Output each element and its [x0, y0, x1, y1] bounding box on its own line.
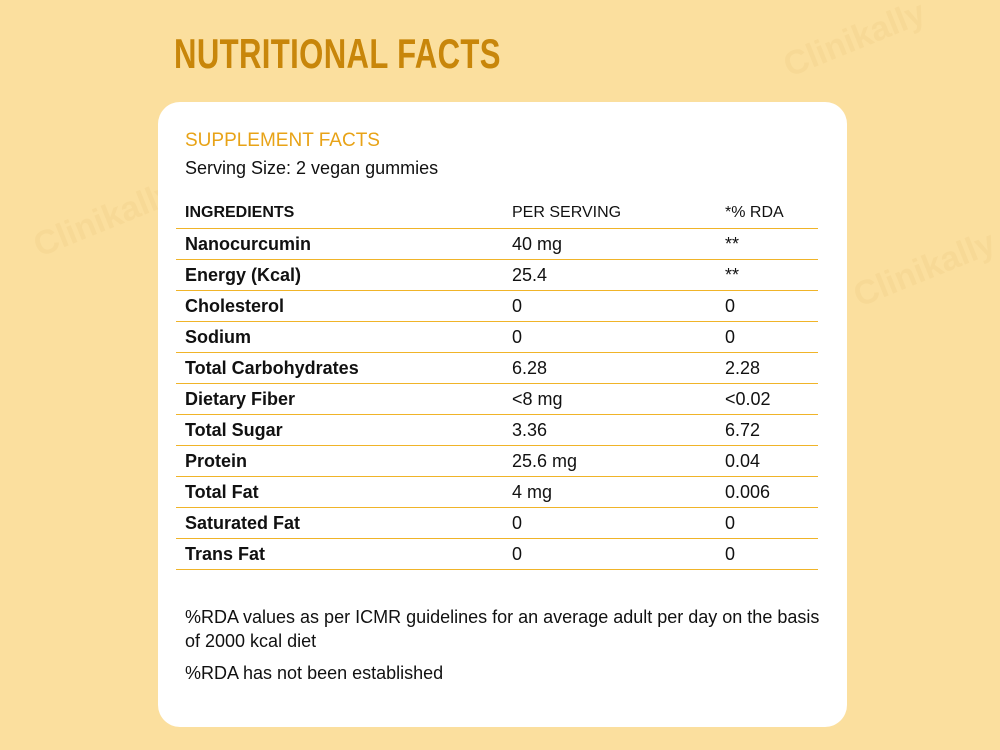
table-row: Sodium 0 0: [176, 321, 818, 353]
header-ingredients: INGREDIENTS: [176, 198, 503, 229]
table-row: Trans Fat 0 0: [176, 538, 818, 570]
table-row: Energy (Kcal) 25.4 **: [176, 259, 818, 291]
per-serving-value: <8 mg: [503, 383, 716, 415]
per-serving-value: 0: [503, 507, 716, 539]
card-heading: SUPPLEMENT FACTS: [185, 130, 380, 151]
ingredient-name: Sodium: [176, 321, 503, 353]
per-serving-value: 40 mg: [503, 228, 716, 260]
ingredient-name: Saturated Fat: [176, 507, 503, 539]
table-row: Total Fat 4 mg 0.006: [176, 476, 818, 508]
table-header-row: INGREDIENTS PER SERVING *% RDA: [176, 198, 818, 229]
per-serving-value: 0: [503, 290, 716, 322]
table-row: Cholesterol 0 0: [176, 290, 818, 322]
watermark: Clinikally: [848, 223, 1000, 315]
rda-value: 0: [716, 321, 818, 353]
table-row: Total Carbohydrates 6.28 2.28: [176, 352, 818, 384]
table-row: Saturated Fat 0 0: [176, 507, 818, 539]
ingredient-name: Protein: [176, 445, 503, 477]
per-serving-value: 4 mg: [503, 476, 716, 508]
serving-size: Serving Size: 2 vegan gummies: [185, 158, 439, 178]
rda-value: 2.28: [716, 352, 818, 384]
nutrition-table: INGREDIENTS PER SERVING *% RDA Nanocurcu…: [176, 198, 818, 570]
per-serving-value: 0: [503, 538, 716, 570]
watermark: Clinikally: [778, 0, 931, 85]
rda-value: **: [716, 259, 818, 291]
table-row: Protein 25.6 mg 0.04: [176, 445, 818, 477]
rda-not-established-note: %RDA has not been established: [185, 663, 444, 683]
rda-value: 0: [716, 538, 818, 570]
per-serving-value: 3.36: [503, 414, 716, 446]
header-per-serving: PER SERVING: [503, 198, 716, 229]
rda-note: %RDA values as per ICMR guidelines for a…: [185, 607, 820, 651]
table-row: Dietary Fiber <8 mg <0.02: [176, 383, 818, 415]
rda-value: **: [716, 228, 818, 260]
rda-value: 0.006: [716, 476, 818, 508]
ingredient-name: Nanocurcumin: [176, 228, 503, 260]
table-row: Nanocurcumin 40 mg **: [176, 228, 818, 260]
per-serving-value: 25.6 mg: [503, 445, 716, 477]
ingredient-name: Dietary Fiber: [176, 383, 503, 415]
ingredient-name: Total Carbohydrates: [176, 352, 503, 384]
page-title: NUTRITIONAL FACTS: [174, 30, 501, 77]
rda-value: 0.04: [716, 445, 818, 477]
ingredient-name: Energy (Kcal): [176, 259, 503, 291]
rda-value: 6.72: [716, 414, 818, 446]
rda-value: 0: [716, 290, 818, 322]
per-serving-value: 0: [503, 321, 716, 353]
rda-value: <0.02: [716, 383, 818, 415]
ingredient-name: Total Sugar: [176, 414, 503, 446]
per-serving-value: 6.28: [503, 352, 716, 384]
table-row: Total Sugar 3.36 6.72: [176, 414, 818, 446]
header-rda: *% RDA: [716, 198, 818, 229]
supplement-facts-card: SUPPLEMENT FACTS Serving Size: 2 vegan g…: [158, 102, 847, 727]
ingredient-name: Total Fat: [176, 476, 503, 508]
per-serving-value: 25.4: [503, 259, 716, 291]
rda-value: 0: [716, 507, 818, 539]
ingredient-name: Trans Fat: [176, 538, 503, 570]
ingredient-name: Cholesterol: [176, 290, 503, 322]
